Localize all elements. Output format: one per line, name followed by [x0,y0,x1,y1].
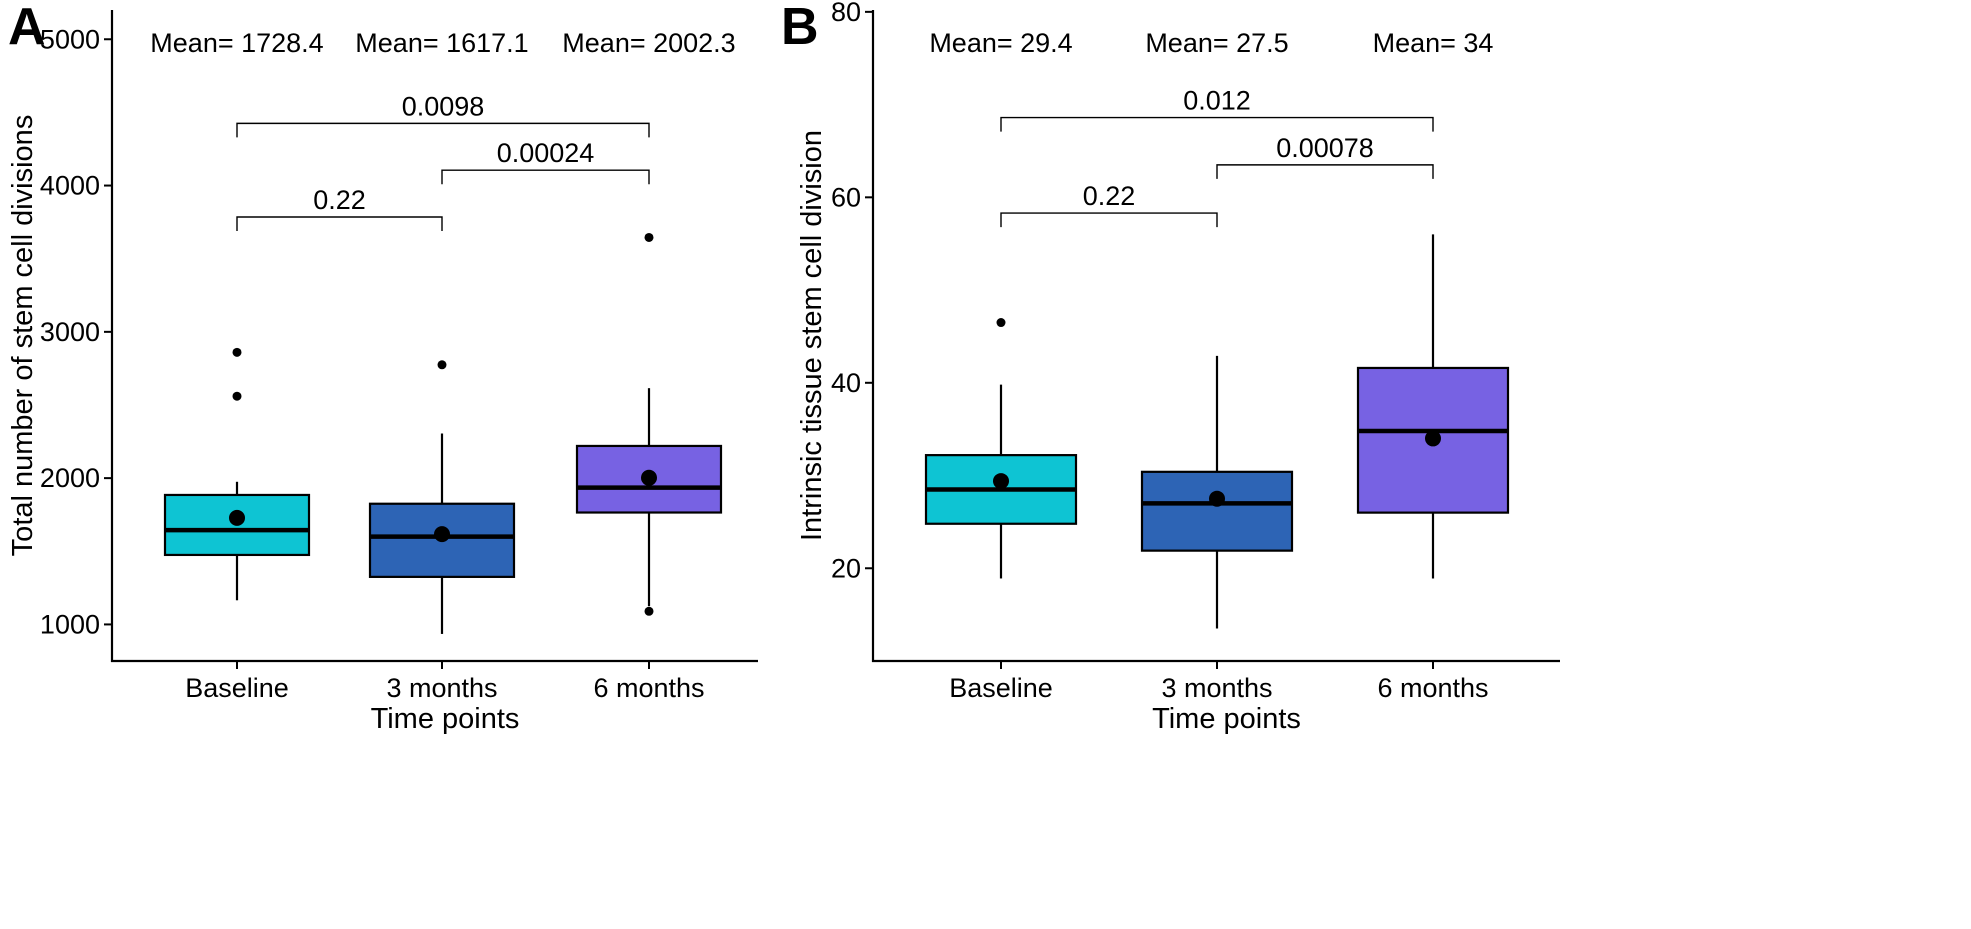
x-tick-label: 6 months [1377,673,1488,703]
x-tick-label: Baseline [185,673,289,703]
comparison-bracket [1000,212,1218,228]
outlier-point [996,318,1006,328]
y-tick-label: 2000 [40,463,100,493]
y-axis-title: Total number of stem cell divisions [7,115,39,557]
p-value-label: 0.00078 [1276,133,1374,163]
mean-label: Mean= 1617.1 [355,28,528,58]
comparison-bracket [1216,164,1434,179]
comparison-bracket [236,216,443,232]
y-tick-label: 3000 [40,317,100,347]
mean-point [1425,430,1441,447]
y-tick-label: 60 [831,182,861,212]
outlier-point [437,360,447,370]
p-value-label: 0.00024 [497,138,595,168]
box-3 [1356,234,1510,579]
p-value-label: 0.0098 [402,91,485,121]
mean-label: Mean= 2002.3 [562,28,735,58]
p-value-label: 0.22 [313,185,366,215]
x-tick-label: Baseline [949,673,1053,703]
p-value-label: 0.012 [1183,86,1251,116]
mean-point [1209,490,1225,507]
panel-letter: B [781,0,819,56]
mean-point [434,526,450,543]
mean-label: Mean= 27.5 [1145,28,1288,58]
box-2 [368,360,516,634]
y-tick-label: 40 [831,368,861,398]
comparison-bracket [1000,116,1434,132]
x-tick-label: 3 months [1161,673,1272,703]
mean-label: Mean= 1728.4 [150,28,323,58]
p-value-label: 0.22 [1083,181,1136,211]
outlier-point [232,391,242,401]
x-tick-label: 6 months [593,673,704,703]
comparison-bracket [441,169,650,185]
panel-a: A 1000 2000 3000 4000 5000 Baseline 3 months 6 m… [7,0,758,735]
mean-point [641,469,657,486]
x-tick-label: 3 months [386,673,497,703]
box-3 [575,232,723,616]
mean-label: Mean= 29.4 [929,28,1072,58]
outlier-point [232,347,242,357]
y-tick-label: 20 [831,553,861,583]
y-tick-label: 80 [831,0,861,27]
box-2 [1140,355,1294,629]
x-axis-title: Time points [371,703,520,735]
y-tick-label: 5000 [40,24,100,54]
box-1 [163,347,311,601]
box-1 [924,318,1078,579]
outlier-point [644,232,654,242]
y-tick-label: 1000 [40,609,100,639]
y-tick-label: 4000 [40,171,100,201]
outlier-point [644,606,654,616]
x-axis-title: Time points [1152,703,1301,735]
mean-point [993,473,1009,490]
box-body [1140,470,1294,552]
mean-label: Mean= 34 [1373,28,1494,58]
panel-letter: A [8,0,46,56]
mean-point [229,509,245,526]
box-body [1356,366,1510,514]
comparison-bracket [236,122,650,138]
panel-b: B 20 40 60 80 Baseline 3 months 6 months Time po… [781,0,1560,735]
y-axis-title: Intrinsic tissue stem cell division [796,130,828,541]
